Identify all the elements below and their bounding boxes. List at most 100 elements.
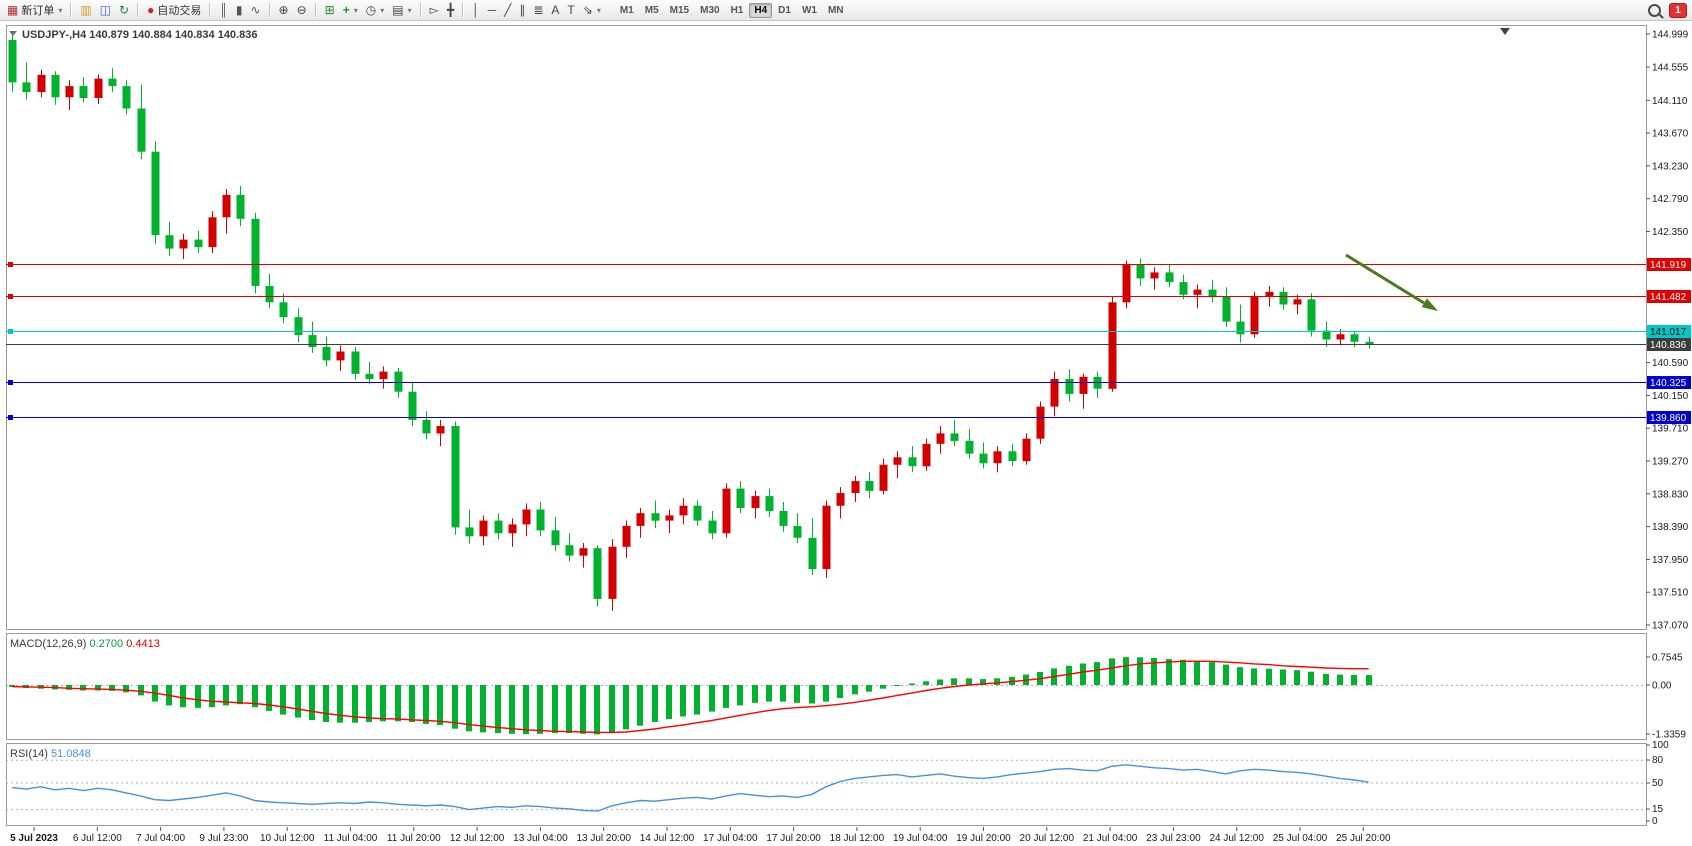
timeframe-d1[interactable]: D1 (778, 4, 791, 16)
autotrading-icon: ● (147, 3, 155, 17)
periods-button[interactable]: ◷ ▾ (362, 0, 389, 20)
collapse-triangle-icon[interactable] (9, 31, 17, 36)
time-axis-label: 5 Jul 2023 (10, 833, 58, 844)
horizontal-line-button[interactable]: ─ (484, 0, 501, 20)
level-handle[interactable] (8, 294, 13, 299)
macd-bar (1009, 676, 1015, 685)
timeframe-h4[interactable]: H4 (749, 2, 773, 18)
price-level-badge[interactable] (1647, 376, 1691, 389)
timeframe-m5[interactable]: M5 (644, 4, 659, 16)
macd-bar (823, 685, 829, 702)
time-axis-label: 12 Jul 12:00 (450, 833, 505, 844)
fibonacci-button[interactable]: ≣ (529, 0, 547, 20)
refresh-button[interactable]: ↻ (115, 0, 133, 20)
macd-bar (1209, 662, 1215, 685)
macd-bar (951, 678, 957, 685)
arrow-shape-icon: ⇘ (582, 3, 593, 17)
candle (993, 451, 1002, 464)
time-axis-label: 6 Jul 12:00 (73, 833, 122, 844)
vertical-line-icon: │ (472, 3, 480, 17)
arrow-annotation-line[interactable] (1345, 253, 1425, 305)
price-level-badge[interactable] (1647, 290, 1691, 303)
candle (465, 527, 474, 537)
timeframe-m30[interactable]: M30 (700, 4, 720, 16)
text-label-button[interactable]: T (563, 0, 578, 20)
macd-bar (880, 685, 886, 689)
templates-button[interactable]: ▤ ▾ (388, 0, 415, 20)
timeframe-h1[interactable]: H1 (730, 4, 744, 16)
macd-bar (1323, 673, 1329, 685)
level-handle[interactable] (8, 380, 13, 385)
price-axis-label: 140.590 (1652, 358, 1689, 369)
candle (765, 496, 774, 511)
zoom-out-button[interactable]: ⊖ (293, 0, 311, 20)
macd-signal-line (11, 660, 1369, 734)
data-window-button[interactable]: ◫ (96, 0, 115, 20)
new-order-button[interactable]: ▦ 新订单 ▾ (3, 0, 66, 20)
new-order-icon: ▦ (7, 3, 19, 17)
line-chart-button[interactable]: ∿ (246, 0, 264, 20)
arrow-annotation[interactable] (1345, 253, 1438, 311)
macd-bar (609, 685, 615, 734)
macd-bar (623, 685, 629, 730)
bar-chart-button[interactable]: ║ (215, 0, 232, 20)
arrow-shapes-button[interactable]: ⇘ ▾ (579, 0, 605, 20)
candle (1293, 299, 1302, 305)
trendline-button[interactable]: ╱ (500, 0, 515, 20)
rsi-line (11, 764, 1369, 812)
price-level-badge-label: 140.836 (1650, 340, 1687, 351)
text-button[interactable]: A (547, 0, 563, 20)
price-level-badge[interactable] (1647, 258, 1691, 271)
candle (879, 464, 888, 491)
charts-button[interactable]: ▥ (76, 0, 95, 20)
level-handle[interactable] (8, 415, 13, 420)
level-handle[interactable] (8, 329, 13, 334)
candlestick-chart-button[interactable]: ▮ (232, 0, 247, 20)
cursor-button[interactable]: ▻ (426, 0, 443, 20)
autotrading-button[interactable]: ● 自动交易 (143, 0, 205, 20)
candle (693, 505, 702, 521)
candle (79, 86, 88, 98)
scroll-to-end-marker[interactable] (1500, 28, 1510, 35)
price-axis-label: 144.999 (1652, 30, 1689, 41)
notification-badge[interactable]: 1 (1669, 2, 1687, 18)
zoom-in-button[interactable]: ⊕ (275, 0, 293, 20)
macd-bar (337, 685, 343, 723)
candle (294, 317, 303, 336)
arrow-annotation-head (1421, 298, 1438, 311)
time-axis-label: 13 Jul 20:00 (576, 833, 631, 844)
level-handle[interactable] (8, 262, 13, 267)
price-level-badge[interactable] (1647, 338, 1691, 351)
timeframe-m1[interactable]: M1 (619, 4, 634, 16)
cursor-icon: ▻ (429, 3, 439, 17)
price-axis-label: 138.390 (1652, 522, 1689, 533)
timeframe-m15[interactable]: M15 (669, 4, 690, 16)
chart-area: 141.919 141.482 141.017 140.836 140.325 139.8… (0, 21, 1692, 846)
macd-bar (1294, 670, 1300, 685)
zoom-out-icon: ⊖ (296, 3, 307, 17)
crosshair-button[interactable]: ╋ (443, 0, 458, 20)
candle (1236, 321, 1245, 335)
search-icon[interactable] (1648, 3, 1661, 17)
macd-axis-label: -1.3359 (1652, 730, 1686, 741)
macd-bar (837, 685, 843, 698)
candle (208, 217, 217, 248)
vertical-line-button[interactable]: │ (468, 0, 484, 20)
price-axis-label: 144.110 (1652, 96, 1688, 107)
channel-button[interactable]: ∥ (515, 0, 529, 20)
line-chart-icon: ∿ (250, 3, 261, 17)
macd-bar (252, 685, 258, 708)
macd-bar (737, 685, 743, 706)
price-level-badge[interactable] (1647, 411, 1691, 424)
macd-bar (966, 678, 972, 685)
tile-windows-button[interactable]: ⊞ (321, 0, 339, 20)
macd-bar (1223, 664, 1229, 685)
candle (551, 530, 560, 546)
macd-bar (466, 685, 472, 732)
timeframe-w1[interactable]: W1 (801, 4, 817, 16)
price-axis-label: 138.830 (1652, 489, 1689, 500)
indicators-button[interactable]: + ▾ (339, 0, 362, 20)
timeframe-mn[interactable]: MN (827, 4, 844, 16)
candle (179, 239, 188, 249)
price-level-badge[interactable] (1647, 325, 1691, 338)
